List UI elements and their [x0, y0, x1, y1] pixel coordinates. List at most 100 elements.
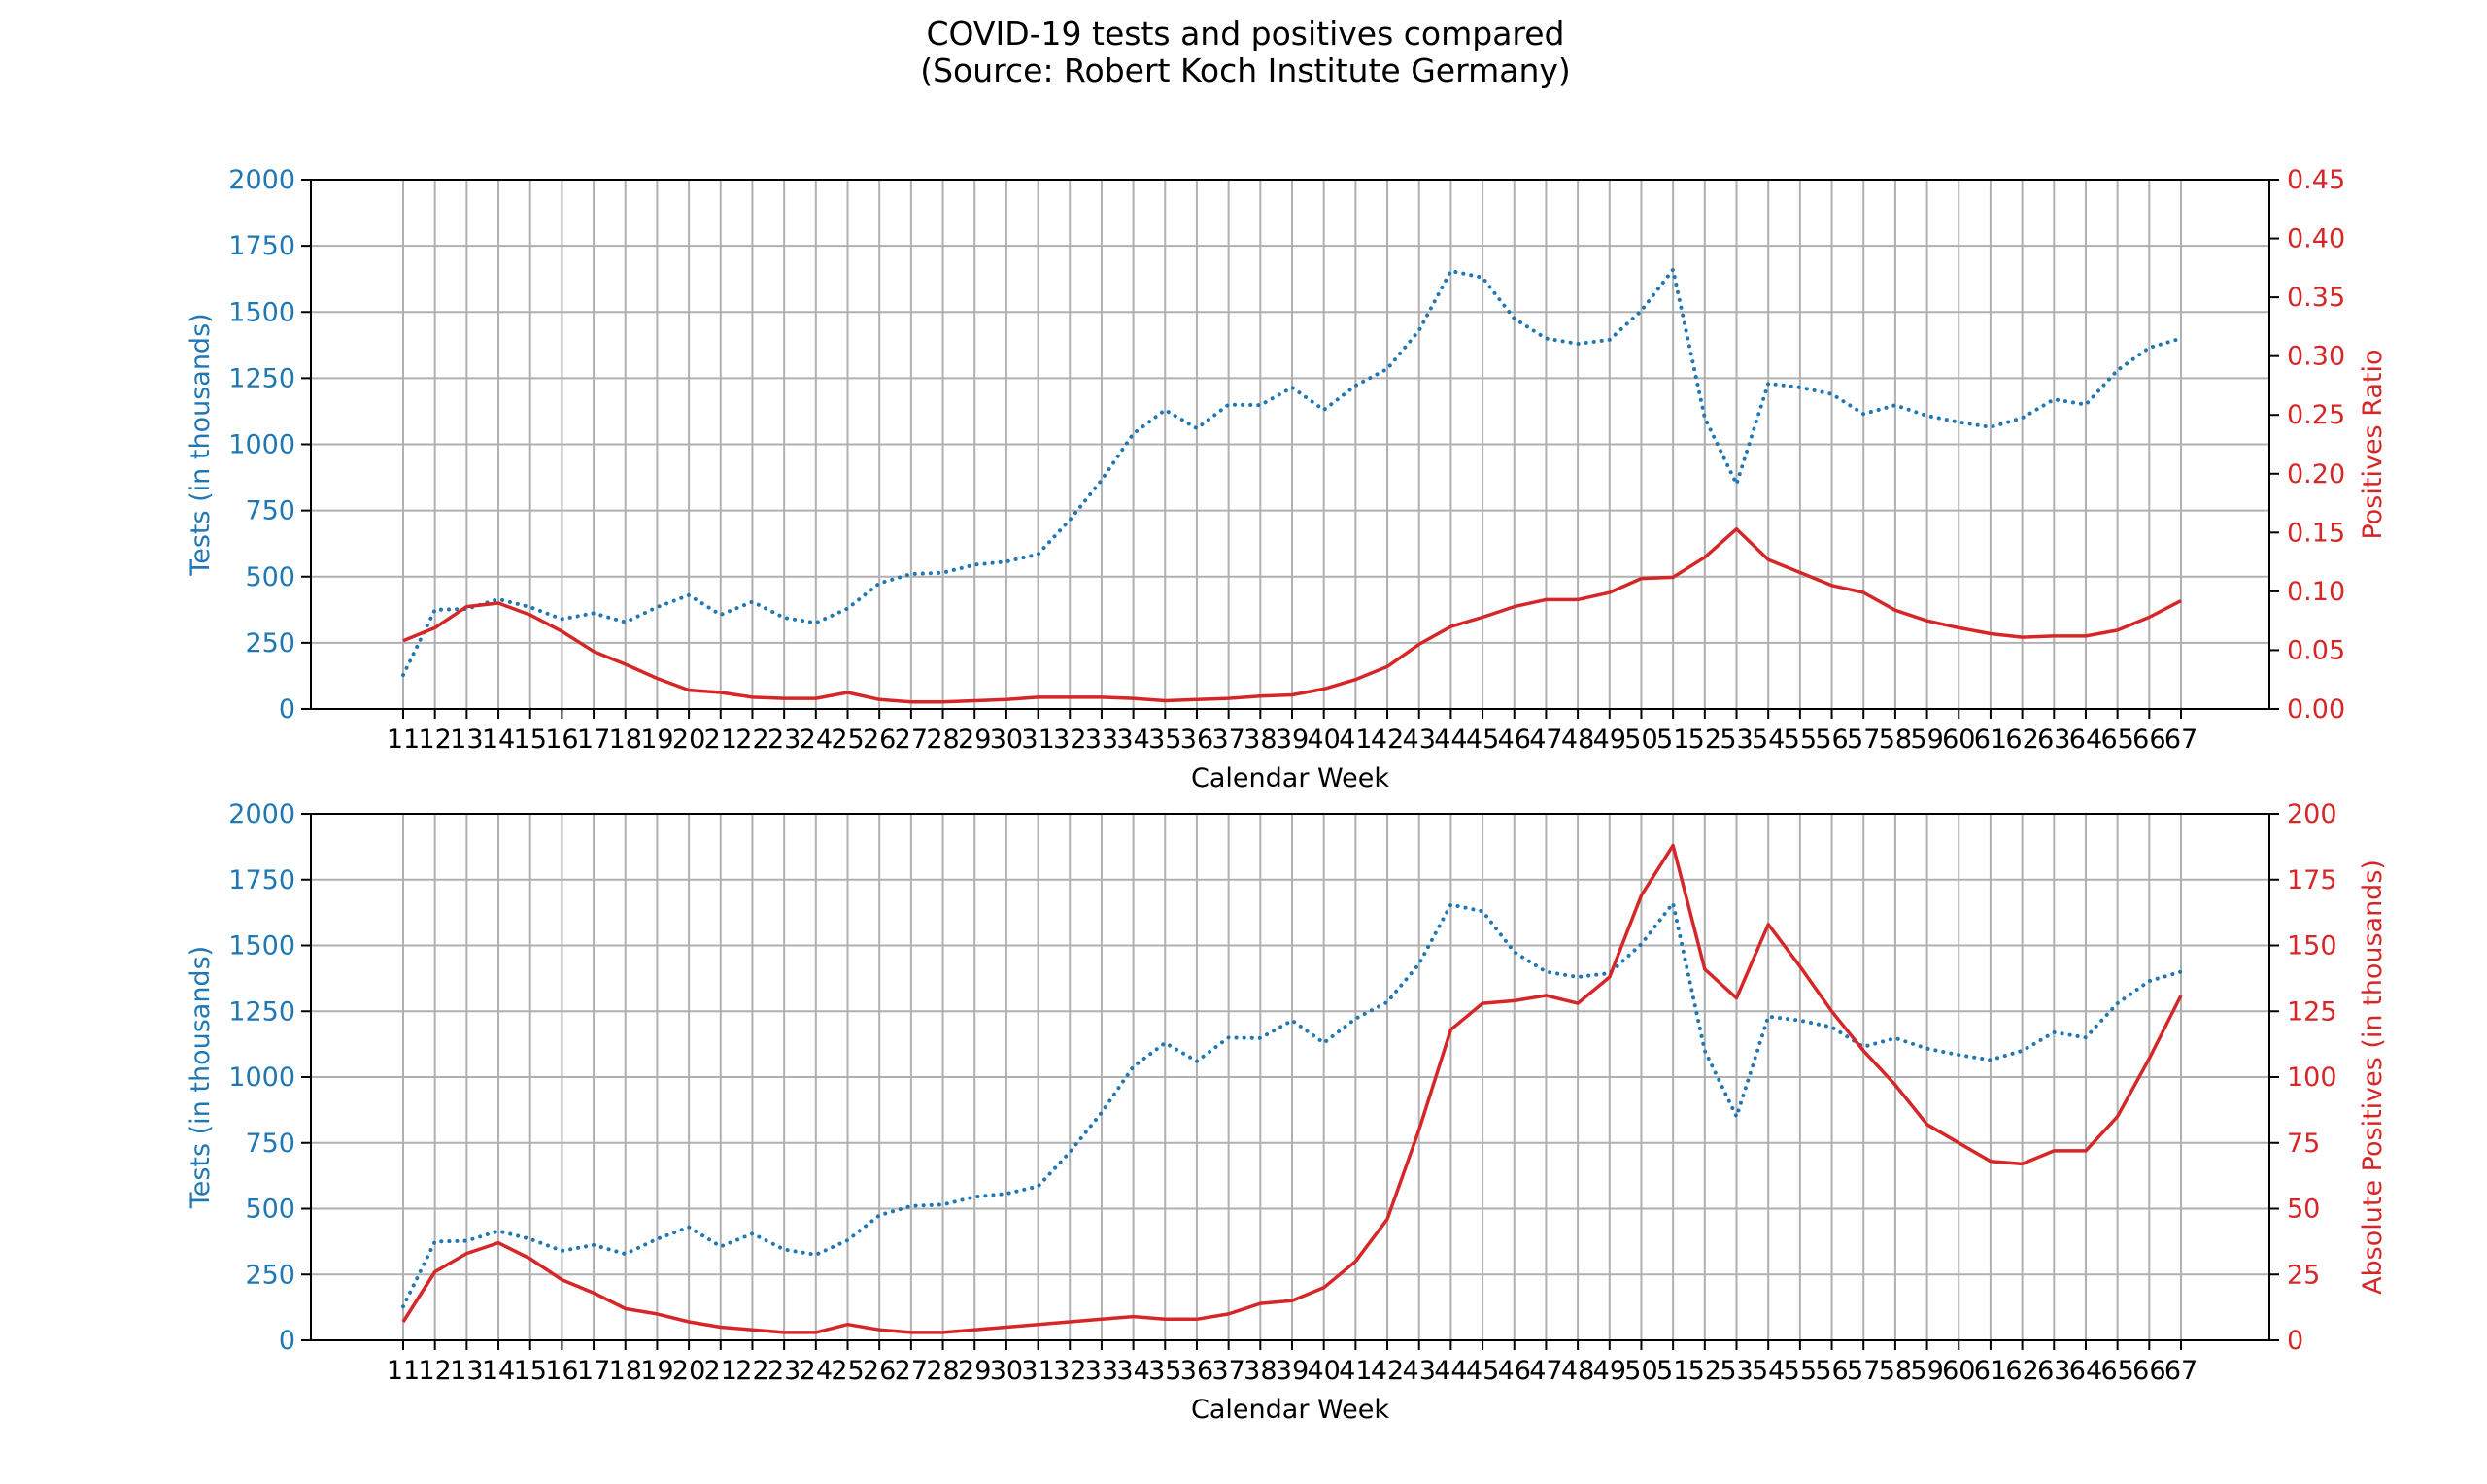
x-tick-label: 18 — [609, 725, 642, 755]
x-tick-label: 32 — [1053, 1356, 1086, 1386]
x-tick-label: 60 — [1942, 1356, 1975, 1386]
x-tick-label: 31 — [1021, 1356, 1054, 1386]
right-tick-label: 175 — [2287, 865, 2337, 895]
x-tick-label: 57 — [1847, 1356, 1880, 1386]
positives-series-line — [402, 526, 2182, 704]
x-tick-label: 40 — [1307, 725, 1340, 755]
right-tick-label: 25 — [2287, 1260, 2320, 1290]
x-tick-label: 17 — [577, 725, 610, 755]
x-tick-label: 41 — [1339, 725, 1372, 755]
right-tick-label: 0.05 — [2287, 635, 2345, 665]
x-tick-label: 49 — [1593, 1356, 1626, 1386]
x-tick-label: 31 — [1021, 725, 1054, 755]
left-tick-label: 250 — [245, 628, 295, 658]
x-tick-label: 54 — [1752, 725, 1785, 755]
right-tick-label: 0.20 — [2287, 459, 2345, 489]
x-tick-label: 61 — [1974, 1356, 2007, 1386]
right-tick-label: 0.25 — [2287, 400, 2345, 430]
right-tick-label: 200 — [2287, 799, 2337, 829]
x-tick-label: 55 — [1784, 1356, 1817, 1386]
x-tick-label: 15 — [514, 725, 547, 755]
x-tick-label: 17 — [577, 1356, 610, 1386]
x-tick-label: 43 — [1403, 1356, 1436, 1386]
x-tick-label: 29 — [958, 725, 991, 755]
x-tick-label: 27 — [895, 1356, 928, 1386]
x-tick-label: 35 — [1148, 1356, 1181, 1386]
x-tick-label: 52 — [1688, 1356, 1721, 1386]
x-tick-label: 12 — [418, 1356, 451, 1386]
x-tick-label: 22 — [735, 725, 768, 755]
x-tick-label: 58 — [1879, 725, 1912, 755]
x-tick-label: 36 — [1180, 725, 1213, 755]
chart-panels: 0250500750100012501500175020000.000.050.… — [186, 165, 2388, 1425]
x-tick-label: 48 — [1561, 725, 1594, 755]
x-tick-label: 34 — [1116, 725, 1149, 755]
x-tick-label: 38 — [1244, 725, 1277, 755]
y-axis-label-right: Positives Ratio — [2358, 349, 2388, 539]
x-tick-label: 41 — [1339, 1356, 1372, 1386]
left-tick-label: 1000 — [228, 430, 295, 460]
x-tick-label: 38 — [1244, 1356, 1277, 1386]
x-tick-label: 20 — [672, 725, 705, 755]
y-axis-label-left: Tests (in thousands) — [186, 946, 216, 1209]
x-tick-label: 44 — [1434, 725, 1467, 755]
chart-panel-1: 0250500750100012501500175020000.000.050.… — [186, 165, 2388, 793]
x-tick-label: 25 — [831, 725, 864, 755]
x-tick-label: 11 — [387, 1356, 420, 1386]
x-tick-label: 26 — [863, 725, 896, 755]
x-tick-label: 30 — [990, 1356, 1023, 1386]
x-tick-label: 28 — [926, 725, 959, 755]
right-tick-label: 0.30 — [2287, 342, 2345, 372]
x-tick-label: 45 — [1466, 725, 1499, 755]
x-tick-label: 63 — [2037, 725, 2070, 755]
left-tick-label: 1750 — [228, 865, 295, 895]
x-tick-label: 48 — [1561, 1356, 1594, 1386]
left-tick-label: 1250 — [228, 996, 295, 1027]
x-tick-label: 18 — [609, 1356, 642, 1386]
x-tick-label: 63 — [2037, 1356, 2070, 1386]
plot-frame — [310, 179, 2270, 710]
x-tick-label: 65 — [2100, 725, 2133, 755]
tests-series-line — [401, 901, 2183, 1309]
x-tick-label: 21 — [704, 725, 737, 755]
x-tick-label: 40 — [1307, 1356, 1340, 1386]
x-tick-label: 58 — [1879, 1356, 1912, 1386]
x-tick-label: 67 — [2164, 1356, 2197, 1386]
x-tick-label: 46 — [1498, 1356, 1531, 1386]
x-tick-label: 57 — [1847, 725, 1880, 755]
left-tick-label: 2000 — [228, 799, 295, 829]
x-tick-label: 62 — [2005, 1356, 2038, 1386]
x-tick-label: 28 — [926, 1356, 959, 1386]
x-tick-label: 34 — [1116, 1356, 1149, 1386]
x-tick-label: 44 — [1434, 1356, 1467, 1386]
x-tick-label: 20 — [672, 1356, 705, 1386]
x-tick-label: 27 — [895, 725, 928, 755]
right-tick-label: 0.15 — [2287, 518, 2345, 548]
left-tick-label: 1000 — [228, 1062, 295, 1093]
x-tick-label: 61 — [1974, 725, 2007, 755]
chart-title-line1: COVID-19 tests and positives compared — [926, 15, 1564, 52]
x-tick-label: 62 — [2005, 725, 2038, 755]
x-tick-label: 50 — [1624, 725, 1657, 755]
x-tick-label: 23 — [767, 1356, 801, 1386]
x-tick-label: 37 — [1211, 725, 1244, 755]
x-tick-label: 65 — [2100, 1356, 2133, 1386]
chart-panel-2: 0250500750100012501500175020000255075100… — [186, 799, 2388, 1425]
right-tick-label: 50 — [2287, 1195, 2320, 1225]
x-tick-label: 59 — [1910, 725, 1943, 755]
x-tick-label: 24 — [800, 1356, 833, 1386]
x-tick-label: 16 — [545, 1356, 578, 1386]
x-tick-label: 42 — [1371, 725, 1404, 755]
x-tick-label: 16 — [545, 725, 578, 755]
right-tick-label: 75 — [2287, 1129, 2320, 1159]
right-tick-label: 0.00 — [2287, 694, 2345, 725]
x-tick-label: 19 — [640, 725, 673, 755]
x-tick-label: 35 — [1148, 725, 1181, 755]
x-tick-label: 33 — [1085, 725, 1118, 755]
left-tick-label: 0 — [279, 1326, 295, 1356]
positives-series-line — [401, 843, 2183, 1334]
x-tick-label: 43 — [1403, 725, 1436, 755]
x-tick-label: 15 — [514, 1356, 547, 1386]
x-axis-label: Calendar Week — [1191, 1395, 1389, 1425]
